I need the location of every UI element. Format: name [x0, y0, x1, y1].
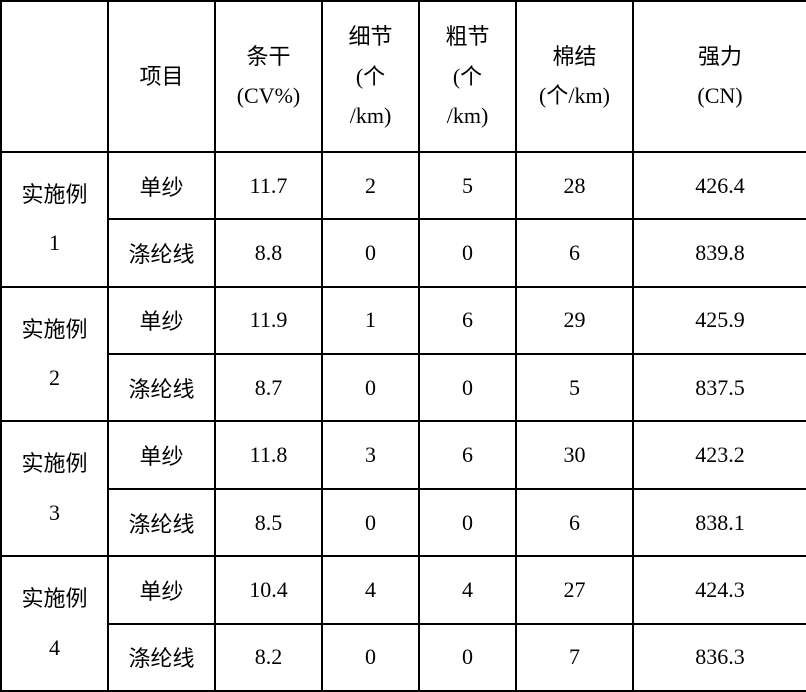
- header-cujie-line3: /km): [447, 103, 489, 128]
- cell-mianjie: 29: [516, 287, 633, 354]
- example-label-line2: 4: [49, 635, 60, 660]
- cell-xijie: 0: [322, 219, 419, 286]
- cell-tiaogan: 8.8: [215, 219, 322, 286]
- cell-type: 单纱: [108, 287, 215, 354]
- table-row: 涤纶线 8.2 0 0 7 836.3: [1, 624, 806, 691]
- header-tiaogan-line2: (CV%): [237, 83, 301, 108]
- header-xijie-line1: 细节: [348, 24, 392, 49]
- cell-type: 单纱: [108, 556, 215, 623]
- cell-type: 涤纶线: [108, 219, 215, 286]
- cell-type: 涤纶线: [108, 354, 215, 421]
- header-item: 项目: [108, 1, 215, 152]
- cell-mianjie: 6: [516, 489, 633, 556]
- cell-tiaogan: 10.4: [215, 556, 322, 623]
- header-xijie: 细节 (个 /km): [322, 1, 419, 152]
- table-header-row: 项目 条干 (CV%) 细节 (个 /km) 粗节 (个 /km) 棉结 (个/…: [1, 1, 806, 152]
- example-label: 实施例 3: [1, 421, 108, 556]
- cell-qiangli: 836.3: [633, 624, 806, 691]
- cell-xijie: 0: [322, 489, 419, 556]
- example-label: 实施例 1: [1, 152, 108, 287]
- cell-cujie: 0: [419, 354, 516, 421]
- example-label-line2: 1: [49, 230, 60, 255]
- cell-mianjie: 6: [516, 219, 633, 286]
- example-label: 实施例 4: [1, 556, 108, 691]
- cell-mianjie: 28: [516, 152, 633, 219]
- cell-qiangli: 837.5: [633, 354, 806, 421]
- cell-tiaogan: 8.7: [215, 354, 322, 421]
- cell-xijie: 0: [322, 354, 419, 421]
- cell-tiaogan: 11.8: [215, 421, 322, 488]
- data-table: 项目 条干 (CV%) 细节 (个 /km) 粗节 (个 /km) 棉结 (个/…: [0, 0, 806, 692]
- header-qiangli: 强力 (CN): [633, 1, 806, 152]
- table-row: 实施例 2 单纱 11.9 1 6 29 425.9: [1, 287, 806, 354]
- header-qiangli-line2: (CN): [697, 83, 742, 108]
- header-mianjie-line2: (个/km): [539, 83, 610, 108]
- cell-xijie: 2: [322, 152, 419, 219]
- cell-tiaogan: 11.9: [215, 287, 322, 354]
- cell-type: 单纱: [108, 152, 215, 219]
- cell-cujie: 0: [419, 624, 516, 691]
- example-label-line1: 实施例: [21, 182, 87, 207]
- header-empty: [1, 1, 108, 152]
- cell-tiaogan: 8.5: [215, 489, 322, 556]
- header-xijie-line2: (个: [356, 64, 385, 89]
- cell-tiaogan: 11.7: [215, 152, 322, 219]
- table-row: 涤纶线 8.8 0 0 6 839.8: [1, 219, 806, 286]
- cell-cujie: 0: [419, 489, 516, 556]
- example-label-line2: 2: [49, 365, 60, 390]
- cell-qiangli: 423.2: [633, 421, 806, 488]
- cell-cujie: 4: [419, 556, 516, 623]
- cell-tiaogan: 8.2: [215, 624, 322, 691]
- cell-cujie: 0: [419, 219, 516, 286]
- cell-xijie: 1: [322, 287, 419, 354]
- header-mianjie: 棉结 (个/km): [516, 1, 633, 152]
- example-label-line1: 实施例: [21, 317, 87, 342]
- table-row: 涤纶线 8.7 0 0 5 837.5: [1, 354, 806, 421]
- cell-mianjie: 27: [516, 556, 633, 623]
- header-cujie-line2: (个: [453, 64, 482, 89]
- example-label-line1: 实施例: [21, 586, 87, 611]
- table-row: 实施例 4 单纱 10.4 4 4 27 424.3: [1, 556, 806, 623]
- example-label-line2: 3: [49, 500, 60, 525]
- table-row: 实施例 3 单纱 11.8 3 6 30 423.2: [1, 421, 806, 488]
- cell-cujie: 5: [419, 152, 516, 219]
- cell-qiangli: 838.1: [633, 489, 806, 556]
- cell-xijie: 4: [322, 556, 419, 623]
- header-mianjie-line1: 棉结: [552, 44, 596, 69]
- cell-mianjie: 30: [516, 421, 633, 488]
- cell-type: 涤纶线: [108, 624, 215, 691]
- cell-qiangli: 424.3: [633, 556, 806, 623]
- cell-mianjie: 5: [516, 354, 633, 421]
- header-cujie-line1: 粗节: [445, 24, 489, 49]
- cell-qiangli: 839.8: [633, 219, 806, 286]
- header-cujie: 粗节 (个 /km): [419, 1, 516, 152]
- example-label: 实施例 2: [1, 287, 108, 422]
- cell-mianjie: 7: [516, 624, 633, 691]
- cell-type: 涤纶线: [108, 489, 215, 556]
- example-label-line1: 实施例: [21, 451, 87, 476]
- cell-type: 单纱: [108, 421, 215, 488]
- cell-qiangli: 426.4: [633, 152, 806, 219]
- header-tiaogan-line1: 条干: [246, 44, 290, 69]
- header-qiangli-line1: 强力: [698, 44, 742, 69]
- header-xijie-line3: /km): [350, 103, 392, 128]
- cell-cujie: 6: [419, 421, 516, 488]
- cell-xijie: 3: [322, 421, 419, 488]
- table-row: 涤纶线 8.5 0 0 6 838.1: [1, 489, 806, 556]
- table-row: 实施例 1 单纱 11.7 2 5 28 426.4: [1, 152, 806, 219]
- header-tiaogan: 条干 (CV%): [215, 1, 322, 152]
- cell-xijie: 0: [322, 624, 419, 691]
- cell-qiangli: 425.9: [633, 287, 806, 354]
- cell-cujie: 6: [419, 287, 516, 354]
